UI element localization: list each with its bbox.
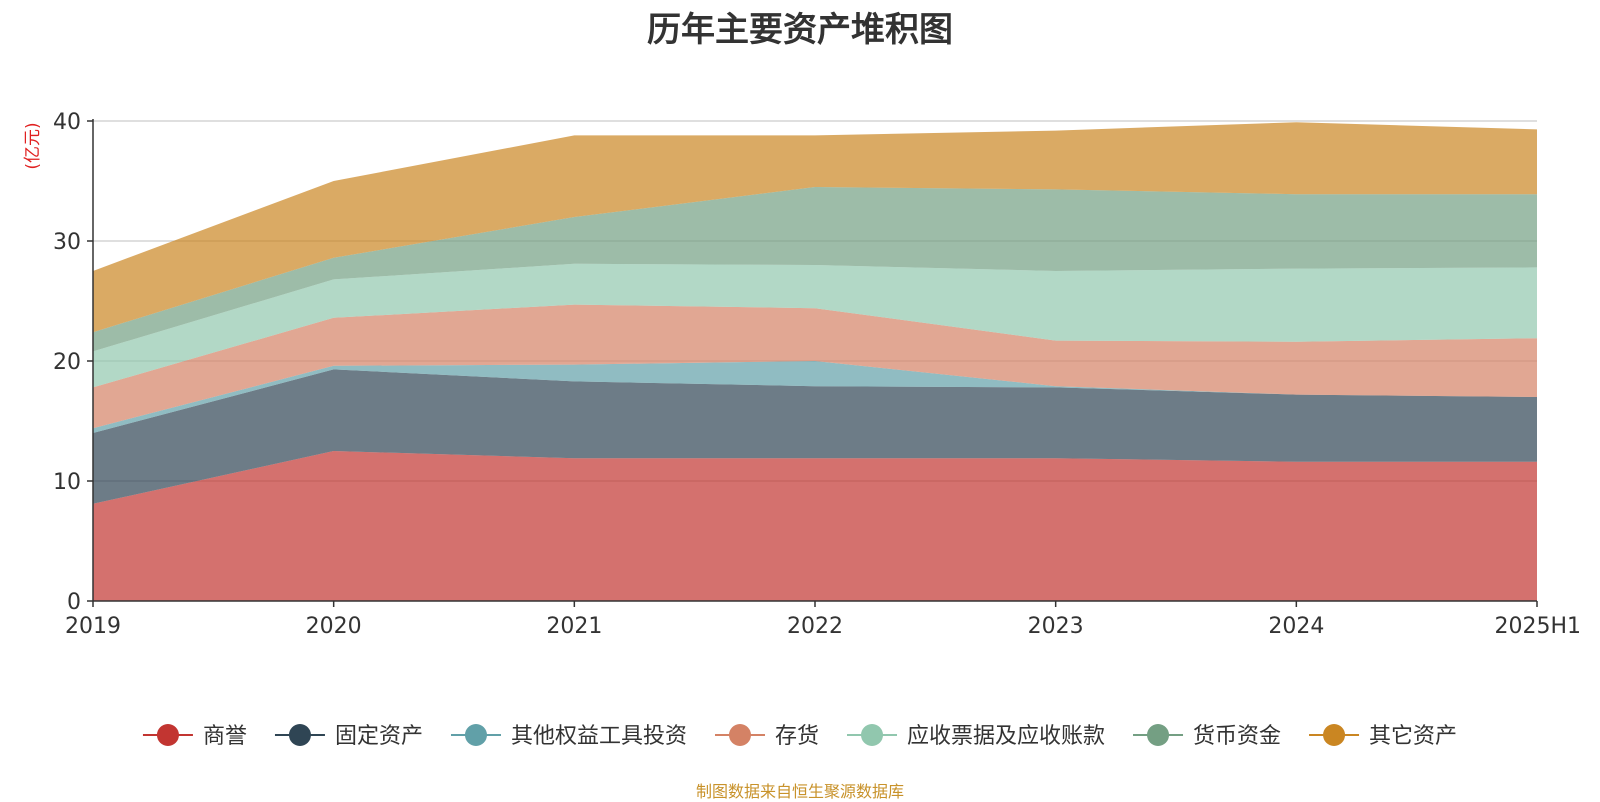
legend-circle-marker bbox=[156, 724, 179, 746]
legend-circle-marker bbox=[861, 724, 884, 746]
legend-label: 其他权益工具投资 bbox=[511, 724, 687, 749]
y-tick-label: 10 bbox=[53, 470, 81, 495]
legend-item-5[interactable]: 应收票据及应收账款 bbox=[847, 724, 1105, 749]
x-tick-label: 2019 bbox=[65, 614, 121, 639]
x-tick-label: 2023 bbox=[1028, 614, 1084, 639]
legend-item-2[interactable]: 固定资产 bbox=[274, 724, 423, 749]
area-series-4 bbox=[93, 304, 1537, 429]
y-tick-label: 0 bbox=[67, 590, 81, 615]
x-tick-label: 2020 bbox=[306, 614, 362, 639]
chart-title: 历年主要资产堆积图 bbox=[647, 10, 953, 50]
legend-label: 其它资产 bbox=[1369, 724, 1457, 749]
area-series-6 bbox=[93, 187, 1537, 352]
legend-label: 应收票据及应收账款 bbox=[907, 724, 1105, 749]
y-tick-label: 30 bbox=[53, 230, 81, 255]
legend-item-1[interactable]: 商誉 bbox=[142, 724, 247, 749]
x-tick-label: 2022 bbox=[787, 614, 843, 639]
legend-circle-marker bbox=[464, 724, 487, 746]
legend-item-4[interactable]: 存货 bbox=[714, 724, 819, 749]
source-note: 制图数据来自恒生聚源数据库 bbox=[695, 782, 904, 801]
area-series-3 bbox=[93, 361, 1537, 433]
legend-circle-marker bbox=[1147, 724, 1170, 746]
legend-label: 货币资金 bbox=[1193, 724, 1281, 749]
area-series-5 bbox=[93, 263, 1537, 388]
area-series-7 bbox=[93, 122, 1537, 333]
legend-label: 存货 bbox=[775, 724, 819, 749]
x-tick-label: 2024 bbox=[1268, 614, 1324, 639]
legend-item-3[interactable]: 其他权益工具投资 bbox=[450, 724, 687, 749]
y-axis-unit-label: (亿元) bbox=[23, 122, 43, 169]
legend-circle-marker bbox=[728, 724, 751, 746]
legend-label: 固定资产 bbox=[335, 724, 423, 749]
axes: 0 10 20 30 40 2019 2020 2021 2022 2023 2024 2025H1 (… bbox=[23, 110, 1581, 639]
area-series-2 bbox=[93, 369, 1537, 504]
x-tick-label: 2025H1 bbox=[1494, 614, 1581, 639]
legend-circle-marker bbox=[288, 724, 311, 746]
area-series-layer bbox=[93, 122, 1537, 601]
legend-item-7[interactable]: 其它资产 bbox=[1309, 724, 1457, 749]
y-tick-label: 20 bbox=[53, 350, 81, 375]
y-tick-label: 40 bbox=[53, 110, 81, 135]
legend-item-6[interactable]: 货币资金 bbox=[1133, 724, 1281, 749]
legend: 商誉 固定资产 其他权益工具投资 存货 应收票据及应收账款 货币资金 其它资产 bbox=[142, 724, 1457, 749]
area-series-1 bbox=[93, 451, 1537, 601]
x-tick-label: 2021 bbox=[546, 614, 602, 639]
legend-circle-marker bbox=[1323, 724, 1346, 746]
legend-label: 商誉 bbox=[203, 724, 247, 749]
